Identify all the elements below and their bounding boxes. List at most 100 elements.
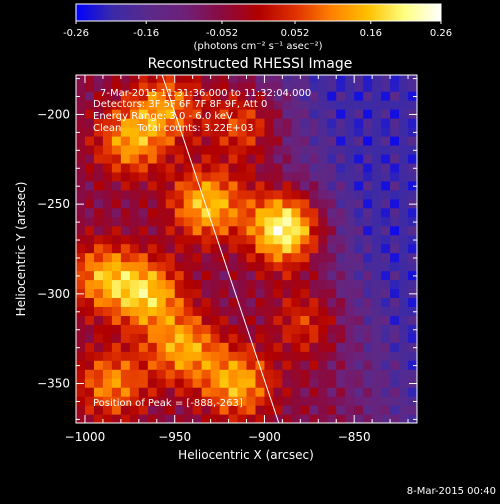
heatmap-cell: [93, 82, 104, 92]
heatmap-cell: [237, 127, 248, 137]
heatmap-cell: [93, 315, 104, 325]
heatmap-cell: [138, 162, 149, 173]
heatmap-cell: [282, 180, 292, 191]
heatmap-cell: [174, 82, 185, 92]
heatmap-cell: [273, 261, 283, 272]
heatmap-cell: [318, 234, 328, 245]
heatmap-cell: [93, 243, 104, 254]
heatmap-cell: [309, 333, 319, 343]
heatmap-cell: [192, 225, 203, 236]
heatmap-cell: [183, 261, 194, 272]
heatmap-cell: [291, 216, 301, 227]
heatmap-cell: [129, 342, 140, 352]
heatmap-cell: [147, 261, 158, 272]
heatmap-cell: [183, 162, 194, 173]
heatmap-cell: [264, 109, 275, 119]
heatmap-cell: [129, 198, 140, 209]
heatmap-cell: [408, 198, 417, 209]
heatmap-cell: [219, 342, 230, 352]
heatmap-cell: [120, 109, 131, 119]
heatmap-cell: [156, 270, 167, 281]
heatmap-cell: [282, 109, 292, 119]
heatmap-cell: [282, 153, 292, 164]
heatmap-cell: [201, 369, 212, 379]
heatmap-cell: [345, 324, 355, 334]
heatmap-cell: [264, 207, 275, 218]
heatmap-cell: [120, 369, 131, 379]
heatmap-cell: [84, 405, 95, 415]
heatmap-cell: [345, 234, 355, 245]
heatmap-cell: [147, 75, 158, 83]
heatmap-cell: [318, 118, 328, 128]
heatmap-cell: [390, 270, 400, 281]
heatmap-cell: [372, 252, 382, 263]
heatmap-cell: [354, 396, 364, 406]
heatmap-cell: [192, 252, 203, 263]
heatmap-cell: [246, 75, 257, 83]
heatmap-cell: [138, 288, 149, 299]
heatmap-cell: [219, 198, 230, 209]
heatmap-cell: [102, 127, 113, 137]
heatmap-cell: [264, 144, 275, 155]
heatmap-cell: [381, 360, 391, 370]
heatmap-cell: [345, 153, 355, 164]
heatmap-cell: [255, 171, 266, 182]
heatmap-cell: [336, 405, 346, 415]
heatmap-cell: [399, 162, 409, 173]
heatmap-cell: [192, 118, 203, 128]
heatmap-cell: [399, 297, 409, 308]
heatmap-cell: [408, 171, 417, 182]
heatmap-cell: [363, 75, 373, 83]
heatmap-cell: [192, 351, 203, 361]
heatmap-cell: [111, 252, 122, 263]
heatmap-cell: [381, 82, 391, 92]
heatmap-cell: [165, 414, 176, 423]
heatmap-cell: [246, 207, 257, 218]
heatmap-cell: [192, 306, 203, 316]
heatmap-cell: [111, 360, 122, 370]
heatmap-cell: [138, 351, 149, 361]
heatmap-cell: [291, 198, 301, 209]
heatmap-cell: [300, 378, 310, 388]
heatmap-cell: [165, 324, 176, 334]
heatmap-cell: [102, 171, 113, 182]
heatmap-cell: [255, 405, 266, 415]
heatmap-cell: [300, 109, 310, 119]
heatmap-cell: [84, 127, 95, 137]
heatmap-cell: [111, 144, 122, 155]
heatmap-cell: [372, 153, 382, 164]
heatmap-cell: [345, 396, 355, 406]
heatmap-cell: [138, 405, 149, 415]
heatmap-cell: [219, 360, 230, 370]
heatmap-cell: [408, 414, 417, 423]
heatmap-cell: [273, 198, 283, 209]
heatmap-cell: [300, 243, 310, 254]
y-tick-label: −250: [37, 197, 70, 211]
heatmap-cell: [228, 135, 239, 146]
heatmap-cell: [192, 180, 203, 191]
heatmap-cell: [120, 333, 131, 343]
heatmap-cell: [309, 189, 319, 200]
heatmap-cell: [264, 153, 275, 164]
heatmap-cell: [165, 333, 176, 343]
heatmap-cell: [156, 216, 167, 227]
heatmap-cell: [273, 324, 283, 334]
heatmap-cell: [318, 153, 328, 164]
heatmap-cell: [318, 91, 328, 101]
heatmap-cell: [237, 100, 248, 110]
heatmap-cell: [165, 279, 176, 290]
heatmap-cell: [210, 198, 221, 209]
heatmap-cell: [156, 162, 167, 173]
heatmap-cell: [129, 378, 140, 388]
heatmap-cell: [255, 180, 266, 191]
heatmap-cell: [174, 351, 185, 361]
heatmap-cell: [381, 127, 391, 137]
heatmap-cell: [165, 118, 176, 128]
heatmap-cell: [408, 153, 417, 164]
heatmap-cell: [399, 405, 409, 415]
heatmap-cell: [408, 207, 417, 218]
heatmap-cell: [264, 261, 275, 272]
heatmap-cell: [120, 225, 131, 236]
heatmap-cell: [192, 387, 203, 397]
heatmap-cell: [129, 162, 140, 173]
